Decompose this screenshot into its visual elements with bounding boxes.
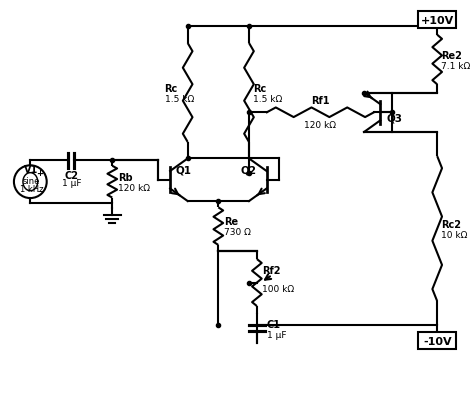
Text: 1 kHz: 1 kHz	[19, 184, 43, 193]
Text: sine: sine	[23, 177, 40, 186]
Text: +: +	[36, 169, 43, 178]
Text: V1: V1	[24, 164, 38, 174]
Text: Q2: Q2	[241, 166, 257, 176]
Text: 120 kΩ: 120 kΩ	[304, 121, 337, 130]
Text: +10V: +10V	[420, 16, 454, 26]
Text: Rf1: Rf1	[311, 95, 330, 105]
Text: 7.1 kΩ: 7.1 kΩ	[441, 62, 470, 71]
Text: 1 μF: 1 μF	[266, 330, 286, 339]
Text: 120 kΩ: 120 kΩ	[118, 184, 150, 192]
Text: Q3: Q3	[386, 113, 402, 123]
Text: -10V: -10V	[423, 336, 452, 346]
Text: Rc: Rc	[164, 83, 178, 93]
Text: C1: C1	[266, 320, 281, 330]
Text: C2: C2	[64, 171, 78, 181]
Text: Re: Re	[224, 217, 238, 227]
FancyBboxPatch shape	[418, 12, 456, 29]
Text: −: −	[36, 187, 43, 196]
Text: 1.5 kΩ: 1.5 kΩ	[253, 95, 282, 103]
Text: 100 kΩ: 100 kΩ	[262, 285, 294, 294]
Text: Rc: Rc	[253, 83, 266, 93]
Text: Q1: Q1	[175, 166, 191, 176]
Text: 1.5 kΩ: 1.5 kΩ	[164, 95, 194, 103]
Text: Re2: Re2	[441, 51, 462, 61]
Text: 10 kΩ: 10 kΩ	[441, 230, 467, 239]
Text: Rb: Rb	[118, 172, 133, 182]
Text: Rf2: Rf2	[262, 265, 280, 275]
FancyBboxPatch shape	[418, 332, 456, 350]
Text: 730 Ω: 730 Ω	[224, 228, 251, 237]
Text: 1 μF: 1 μF	[62, 178, 81, 187]
Text: Rc2: Rc2	[441, 219, 461, 229]
